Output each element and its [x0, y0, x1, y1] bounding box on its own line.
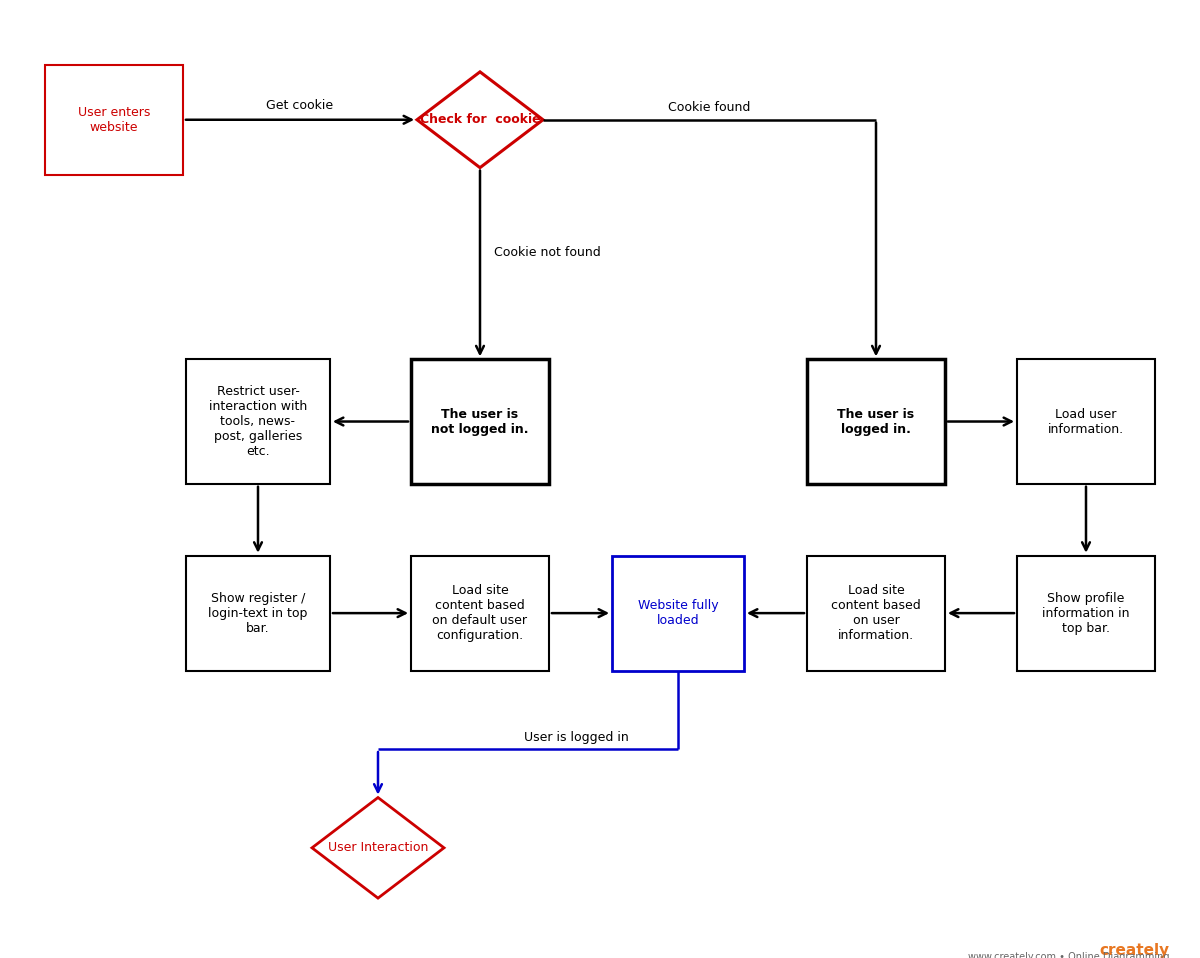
Text: Load user
information.: Load user information.: [1048, 407, 1124, 436]
Text: Restrict user-
interaction with
tools, news-
post, galleries
etc.: Restrict user- interaction with tools, n…: [209, 385, 307, 458]
Text: Get cookie: Get cookie: [266, 99, 334, 112]
FancyBboxPatch shape: [808, 359, 946, 484]
Text: Show profile
information in
top bar.: Show profile information in top bar.: [1043, 592, 1129, 634]
FancyBboxPatch shape: [412, 359, 550, 484]
FancyBboxPatch shape: [412, 556, 550, 671]
Text: The user is
not logged in.: The user is not logged in.: [431, 407, 529, 436]
Text: The user is
logged in.: The user is logged in.: [838, 407, 914, 436]
Text: Load site
content based
on user
information.: Load site content based on user informat…: [832, 584, 920, 642]
FancyBboxPatch shape: [1018, 359, 1154, 484]
Text: Load site
content based
on default user
configuration.: Load site content based on default user …: [432, 584, 528, 642]
Text: User is logged in: User is logged in: [523, 731, 629, 744]
FancyBboxPatch shape: [186, 359, 330, 484]
Text: creately: creately: [1100, 943, 1170, 958]
Text: User enters
website: User enters website: [78, 105, 150, 134]
FancyBboxPatch shape: [46, 65, 182, 175]
Polygon shape: [418, 72, 542, 168]
Text: www.creately.com • Online Diagramming: www.creately.com • Online Diagramming: [968, 952, 1170, 958]
Text: Cookie found: Cookie found: [668, 101, 751, 114]
Text: Check for  cookie: Check for cookie: [420, 113, 540, 126]
Polygon shape: [312, 797, 444, 899]
Text: Website fully
loaded: Website fully loaded: [637, 599, 719, 627]
Text: Cookie not found: Cookie not found: [494, 245, 601, 259]
FancyBboxPatch shape: [1018, 556, 1154, 671]
FancyBboxPatch shape: [186, 556, 330, 671]
FancyBboxPatch shape: [612, 556, 744, 671]
Text: User Interaction: User Interaction: [328, 841, 428, 855]
Text: Show register /
login-text in top
bar.: Show register / login-text in top bar.: [209, 592, 307, 634]
FancyBboxPatch shape: [808, 556, 946, 671]
